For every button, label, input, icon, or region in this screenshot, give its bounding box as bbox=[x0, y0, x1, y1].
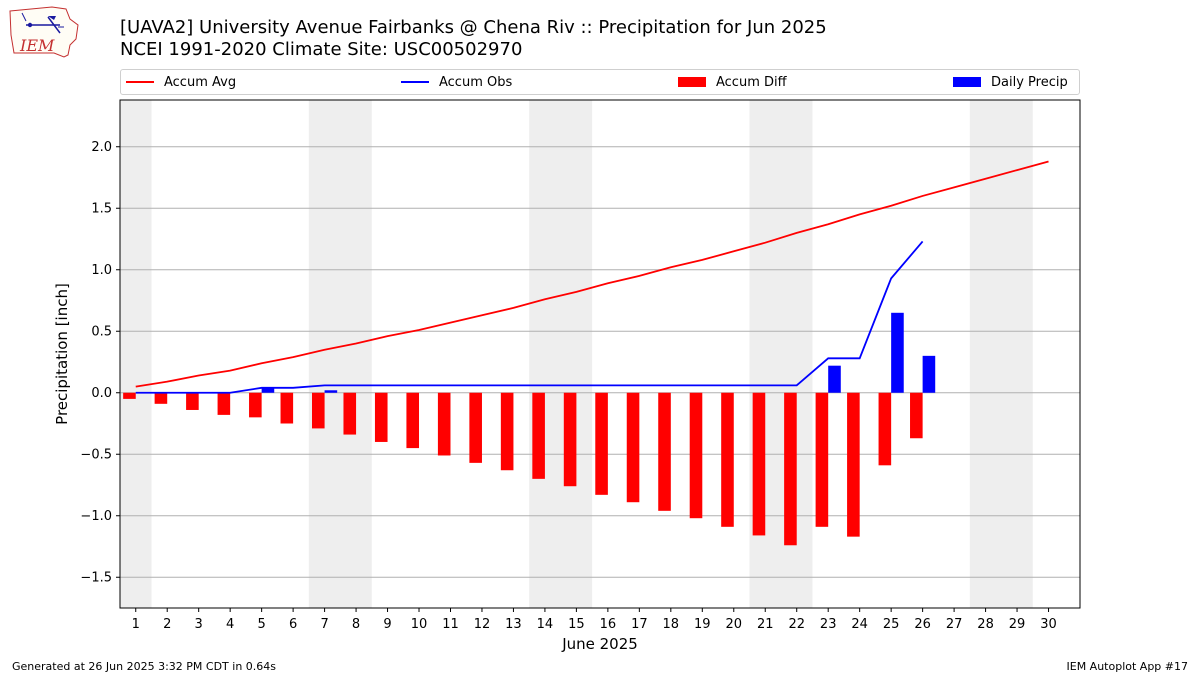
legend-item-daily-precip: Daily Precip bbox=[953, 70, 1068, 94]
xtick-label-14: 14 bbox=[537, 617, 554, 632]
chart-subtitle: NCEI 1991-2020 Climate Site: USC00502970 bbox=[120, 39, 523, 60]
xtick-label-23: 23 bbox=[820, 617, 837, 632]
plot-frame bbox=[119, 99, 1081, 609]
weekend-shade-0 bbox=[120, 100, 152, 608]
xtick-label-22: 22 bbox=[788, 617, 805, 632]
bar-accum-diff-day-24 bbox=[847, 392, 860, 537]
y-axis-label: Precipitation [inch] bbox=[53, 283, 71, 425]
xtick-label-6: 6 bbox=[289, 617, 297, 632]
xtick-label-21: 21 bbox=[757, 617, 774, 632]
bar-daily-precip-day-23 bbox=[828, 365, 841, 393]
xtick-label-2: 2 bbox=[163, 617, 171, 632]
iem-logo-graphic: IEM bbox=[9, 6, 79, 58]
bar-accum-diff-day-6 bbox=[280, 392, 294, 424]
xtick-label-16: 16 bbox=[600, 617, 617, 632]
xtick-label-4: 4 bbox=[226, 617, 234, 632]
bar-accum-diff-day-7 bbox=[312, 392, 325, 429]
bar-daily-precip-day-26 bbox=[922, 355, 936, 393]
legend-label-daily-precip: Daily Precip bbox=[991, 74, 1068, 90]
bar-accum-diff-day-19 bbox=[689, 392, 703, 519]
bar-accum-diff-day-14 bbox=[532, 392, 545, 479]
bar-accum-diff-day-4 bbox=[217, 392, 231, 415]
ytick-label-6: 1.5 bbox=[91, 202, 112, 217]
weekend-shade-2 bbox=[529, 100, 593, 608]
xtick-label-11: 11 bbox=[442, 617, 459, 632]
xtick-label-20: 20 bbox=[725, 617, 742, 632]
bar-accum-diff-day-2 bbox=[154, 392, 168, 404]
legend: Accum Avg Accum Obs Accum Diff Daily Pre… bbox=[120, 69, 1080, 95]
xtick-label-8: 8 bbox=[352, 617, 360, 632]
legend-label-accum-diff: Accum Diff bbox=[716, 74, 787, 90]
ytick-label-3: 0.0 bbox=[91, 386, 112, 401]
legend-item-accum-diff: Accum Diff bbox=[678, 70, 787, 94]
legend-label-accum-obs: Accum Obs bbox=[439, 74, 513, 90]
xtick-label-26: 26 bbox=[914, 617, 931, 632]
legend-swatch-accum-obs bbox=[401, 81, 429, 83]
xtick-label-24: 24 bbox=[851, 617, 868, 632]
bar-accum-diff-day-18 bbox=[658, 392, 671, 511]
bar-accum-diff-day-22 bbox=[784, 392, 797, 546]
legend-item-accum-avg: Accum Avg bbox=[126, 70, 236, 94]
xtick-label-1: 1 bbox=[132, 617, 140, 632]
bar-daily-precip-day-25 bbox=[891, 312, 904, 393]
bar-accum-diff-day-26 bbox=[910, 392, 923, 439]
ytick-label-4: 0.5 bbox=[91, 325, 112, 340]
xtick-label-9: 9 bbox=[383, 617, 391, 632]
bar-accum-diff-day-5 bbox=[249, 392, 262, 418]
bar-accum-diff-day-9 bbox=[374, 392, 388, 442]
xtick-label-19: 19 bbox=[694, 617, 711, 632]
ytick-label-7: 2.0 bbox=[91, 140, 112, 155]
line-accum-avg bbox=[135, 160, 1049, 388]
xtick-label-3: 3 bbox=[195, 617, 203, 632]
xtick-label-15: 15 bbox=[568, 617, 585, 632]
legend-swatch-accum-avg bbox=[126, 81, 154, 83]
legend-swatch-daily-precip bbox=[953, 77, 981, 87]
ytick-label-2: −0.5 bbox=[80, 448, 112, 463]
line-accum-obs bbox=[135, 240, 924, 394]
bar-accum-diff-day-23 bbox=[815, 392, 829, 527]
bar-daily-precip-day-5 bbox=[261, 387, 275, 393]
iem-logo: IEM bbox=[8, 5, 80, 59]
bar-accum-diff-day-13 bbox=[500, 392, 514, 471]
xtick-label-12: 12 bbox=[474, 617, 491, 632]
bar-accum-diff-day-8 bbox=[343, 392, 357, 435]
xtick-label-25: 25 bbox=[883, 617, 900, 632]
xtick-label-27: 27 bbox=[946, 617, 963, 632]
ytick-label-5: 1.0 bbox=[91, 263, 112, 278]
logo-text: IEM bbox=[19, 36, 55, 55]
chart-title: [UAVA2] University Avenue Fairbanks @ Ch… bbox=[120, 17, 827, 38]
bar-accum-diff-day-10 bbox=[406, 392, 420, 449]
xtick-label-5: 5 bbox=[257, 617, 265, 632]
legend-label-accum-avg: Accum Avg bbox=[164, 74, 237, 90]
bar-daily-precip-day-7 bbox=[324, 390, 338, 393]
bar-accum-diff-day-15 bbox=[563, 392, 577, 487]
weekend-shade-1 bbox=[308, 100, 372, 608]
xtick-label-17: 17 bbox=[631, 617, 648, 632]
bar-accum-diff-day-25 bbox=[878, 392, 892, 466]
generated-timestamp: Generated at 26 Jun 2025 3:32 PM CDT in … bbox=[12, 660, 277, 673]
bar-accum-diff-day-21 bbox=[752, 392, 766, 536]
xtick-label-10: 10 bbox=[411, 617, 428, 632]
bar-accum-diff-day-20 bbox=[721, 392, 734, 527]
legend-swatch-accum-diff bbox=[678, 77, 706, 87]
xtick-label-30: 30 bbox=[1040, 617, 1057, 632]
app-label: IEM Autoplot App #17 bbox=[1066, 660, 1189, 673]
bar-accum-diff-day-12 bbox=[469, 392, 482, 463]
bar-accum-diff-day-16 bbox=[595, 392, 608, 495]
xtick-label-7: 7 bbox=[320, 617, 328, 632]
ytick-label-1: −1.0 bbox=[80, 509, 112, 524]
weekend-shade-4 bbox=[969, 100, 1033, 608]
bar-accum-diff-day-17 bbox=[626, 392, 640, 503]
xtick-label-28: 28 bbox=[977, 617, 994, 632]
xtick-label-29: 29 bbox=[1009, 617, 1026, 632]
x-axis-label: June 2025 bbox=[561, 635, 638, 653]
xtick-label-18: 18 bbox=[663, 617, 680, 632]
xtick-label-13: 13 bbox=[505, 617, 522, 632]
ytick-label-0: −1.5 bbox=[80, 571, 112, 586]
bar-accum-diff-day-11 bbox=[437, 392, 451, 456]
legend-item-accum-obs: Accum Obs bbox=[401, 70, 512, 94]
bar-accum-diff-day-1 bbox=[123, 392, 136, 399]
bar-accum-diff-day-3 bbox=[186, 392, 199, 410]
